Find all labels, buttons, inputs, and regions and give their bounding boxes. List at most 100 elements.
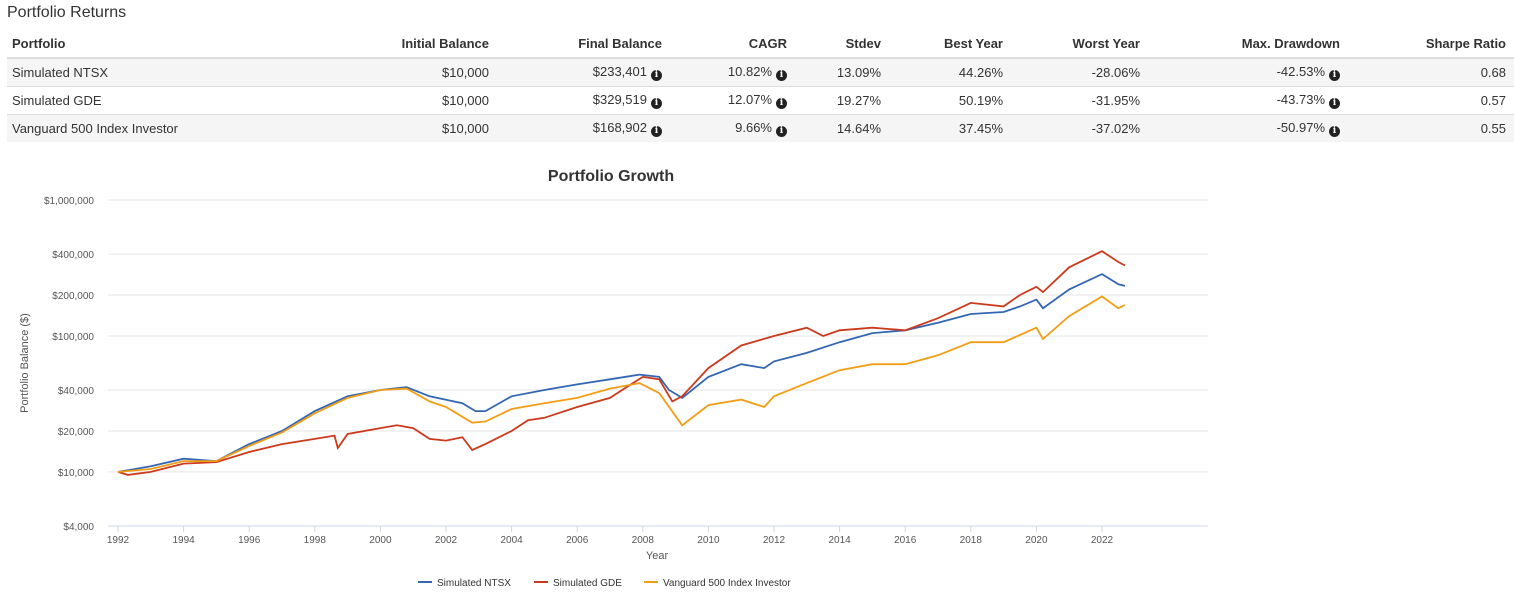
- cell-final: $329,519 i: [497, 86, 670, 115]
- x-tick-label: 2012: [763, 535, 786, 546]
- header-initial-balance[interactable]: Initial Balance: [307, 29, 497, 59]
- header-final-balance[interactable]: Final Balance: [497, 29, 670, 59]
- cell-portfolio: Vanguard 500 Index Investor: [7, 114, 307, 142]
- y-tick-label: $200,000: [52, 291, 94, 302]
- stdev-value: 13.09%: [836, 65, 881, 80]
- info-circle-icon[interactable]: i: [651, 98, 662, 109]
- x-tick-label: 2014: [828, 535, 851, 546]
- info-circle-icon[interactable]: i: [776, 98, 787, 109]
- header-stdev[interactable]: Stdev: [795, 29, 889, 59]
- final-value: $233,401: [592, 64, 647, 79]
- legend-item: Simulated GDE: [553, 578, 622, 589]
- y-tick-label: $400,000: [52, 250, 94, 261]
- worst-value: -28.06%: [1091, 65, 1140, 80]
- info-circle-icon[interactable]: i: [776, 70, 787, 81]
- header-sharpe-ratio[interactable]: Sharpe Ratio: [1348, 29, 1514, 59]
- portfolio-returns-table: Portfolio Initial Balance Final Balance …: [7, 29, 1514, 142]
- y-tick-label: $4,000: [63, 522, 94, 533]
- series-line-simulated-gde: [117, 250, 1126, 476]
- best-value: 50.19%: [958, 93, 1003, 108]
- cell-portfolio: Simulated NTSX: [7, 57, 307, 87]
- cell-stdev: 14.64%: [795, 114, 889, 142]
- cell-worst: -28.06%: [1011, 57, 1148, 87]
- x-tick-label: 2018: [960, 535, 983, 546]
- y-tick-label: $1,000,000: [44, 196, 94, 207]
- final-value: $168,902: [592, 120, 647, 135]
- final-value: $329,519: [592, 92, 647, 107]
- y-tick-label: $100,000: [52, 332, 94, 343]
- sharpe-value: 0.55: [1480, 121, 1506, 136]
- header-cagr[interactable]: CAGR: [670, 29, 795, 59]
- worst-value: -31.95%: [1091, 93, 1140, 108]
- table-row: Simulated GDE $10,000 $329,519 i 12.07% i 19.2…: [7, 86, 1514, 115]
- x-tick-label: 2000: [369, 535, 392, 546]
- portfolio-value: Vanguard 500 Index Investor: [12, 121, 178, 136]
- header-max-drawdown[interactable]: Max. Drawdown: [1148, 29, 1348, 59]
- series-line-vanguard-500-index-investor: [117, 295, 1126, 473]
- chart-title: Portfolio Growth: [548, 168, 674, 185]
- x-axis-label: Year: [646, 550, 669, 562]
- cagr-value: 9.66%: [735, 120, 772, 135]
- cagr-value: 10.82%: [727, 64, 772, 79]
- maxdd-value: -42.53%: [1276, 64, 1325, 79]
- x-tick-label: 2022: [1091, 535, 1114, 546]
- maxdd-value: -43.73%: [1276, 92, 1325, 107]
- y-axis-label: Portfolio Balance ($): [19, 313, 31, 413]
- cell-stdev: 19.27%: [795, 86, 889, 115]
- x-tick-label: 2002: [435, 535, 458, 546]
- stdev-value: 14.64%: [836, 121, 881, 136]
- x-tick-label: 2008: [632, 535, 655, 546]
- cell-initial: $10,000: [307, 86, 497, 115]
- cell-final: $233,401 i: [497, 57, 670, 87]
- worst-value: -37.02%: [1091, 121, 1140, 136]
- initial-value: $10,000: [442, 121, 489, 136]
- maxdd-value: -50.97%: [1276, 120, 1325, 135]
- cell-maxdd: -42.53% i: [1148, 57, 1348, 87]
- cell-maxdd: -43.73% i: [1148, 86, 1348, 115]
- sharpe-value: 0.57: [1480, 93, 1506, 108]
- y-tick-label: $20,000: [58, 427, 95, 438]
- y-tick-label: $40,000: [58, 386, 95, 397]
- info-circle-icon[interactable]: i: [651, 70, 662, 81]
- cell-sharpe: 0.55: [1348, 114, 1514, 142]
- cell-portfolio: Simulated GDE: [7, 86, 307, 115]
- cell-final: $168,902 i: [497, 114, 670, 142]
- cell-cagr: 12.07% i: [670, 86, 795, 115]
- info-circle-icon[interactable]: i: [776, 126, 787, 137]
- portfolio-growth-chart: Portfolio Growth $4,000 $10,000 $20,000 $40,…: [19, 168, 1208, 589]
- x-tick-label: 1992: [107, 535, 130, 546]
- legend-item: Simulated NTSX: [437, 578, 511, 589]
- cell-worst: -37.02%: [1011, 114, 1148, 142]
- x-tick-label: 2004: [500, 535, 523, 546]
- cell-best: 37.45%: [889, 114, 1011, 142]
- header-worst-year[interactable]: Worst Year: [1011, 29, 1148, 59]
- x-tick-label: 1998: [304, 535, 327, 546]
- initial-value: $10,000: [442, 93, 489, 108]
- section-title: Portfolio Returns: [7, 4, 127, 21]
- x-tick-label: 2020: [1025, 535, 1048, 546]
- sharpe-value: 0.68: [1480, 65, 1506, 80]
- header-best-year[interactable]: Best Year: [889, 29, 1011, 59]
- table-row: Vanguard 500 Index Investor $10,000 $168,9…: [7, 114, 1514, 142]
- x-tick-label: 2016: [894, 535, 917, 546]
- portfolio-value: Simulated NTSX: [12, 65, 109, 80]
- info-circle-icon[interactable]: i: [651, 126, 662, 137]
- initial-value: $10,000: [442, 65, 489, 80]
- x-tick-label: 2010: [697, 535, 720, 546]
- table-row: Simulated NTSX $10,000 $233,401 i 10.82% i 13.…: [7, 57, 1514, 87]
- legend-item: Vanguard 500 Index Investor: [663, 578, 791, 589]
- cell-initial: $10,000: [307, 114, 497, 142]
- info-circle-icon[interactable]: i: [1329, 98, 1340, 109]
- cell-sharpe: 0.57: [1348, 86, 1514, 115]
- cell-best: 50.19%: [889, 86, 1011, 115]
- x-tick-label: 1996: [238, 535, 261, 546]
- header-portfolio[interactable]: Portfolio: [7, 29, 307, 59]
- info-circle-icon[interactable]: i: [1329, 70, 1340, 81]
- cell-sharpe: 0.68: [1348, 57, 1514, 87]
- stdev-value: 19.27%: [836, 93, 881, 108]
- x-tick-label: 1994: [172, 535, 195, 546]
- info-circle-icon[interactable]: i: [1329, 126, 1340, 137]
- cell-best: 44.26%: [889, 57, 1011, 87]
- cell-stdev: 13.09%: [795, 57, 889, 87]
- cell-initial: $10,000: [307, 57, 497, 87]
